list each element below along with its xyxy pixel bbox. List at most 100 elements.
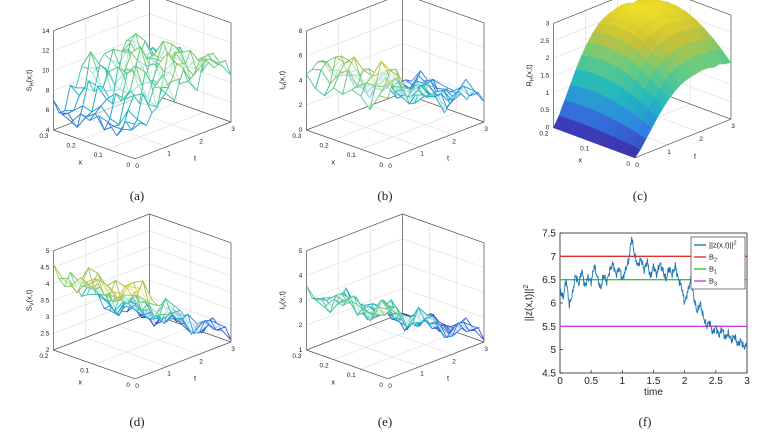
surface-patch [216, 326, 232, 341]
x-tick-label: 0.2 [320, 363, 329, 370]
axis-edge [553, 0, 613, 24]
x-tick-label: 0.3 [39, 133, 48, 140]
z-tick-label: 2.5 [540, 38, 549, 45]
t-tick-label: 2 [699, 136, 703, 143]
caption-d: (d) [129, 414, 145, 429]
surface-plot-d: 2 2.5 3 3.5 4 4.5 5 0 1 2 3 0.2 0.1 0 t x SV(x,t) [24, 213, 235, 390]
x-tick-label: 0 [126, 382, 130, 389]
x-tick-label: 0 [379, 382, 383, 389]
grid-line-z [306, 213, 485, 252]
z-tick-label: 5 [299, 248, 303, 255]
z-tick-label: 10 [42, 67, 50, 74]
z-tick-label: 8 [46, 87, 50, 94]
t-tick-label: 2 [452, 138, 456, 145]
t-tick-label: 2 [199, 138, 203, 145]
x-tick-label: 0.1 [580, 146, 589, 153]
axis-edge [53, 0, 135, 32]
t-tick-label: 0 [388, 383, 392, 390]
grid-line-z [306, 0, 485, 32]
t-tick-label: 1 [167, 151, 171, 158]
t-tick-label: 3 [231, 126, 235, 133]
z-tick-label: 3 [299, 297, 303, 304]
t-tick-label: 1 [420, 371, 424, 378]
grid-line-z [53, 230, 232, 268]
t-axis-label: t [447, 153, 450, 162]
z-tick-label: 2 [299, 102, 303, 109]
grid-line-z [306, 92, 485, 131]
x-tick-label: 0.2 [67, 143, 76, 150]
t-axis-label: t [194, 153, 197, 162]
surface-patch [715, 49, 732, 65]
caption-c: (c) [632, 188, 648, 203]
caption-a: (a) [129, 188, 145, 203]
x-axis-label: time [644, 387, 663, 398]
grid-line-z [53, 213, 232, 252]
z-tick-label: 6 [299, 53, 303, 60]
x-tick-label: 2 [682, 376, 688, 387]
z-axis-label: SH(x,t) [24, 69, 35, 91]
x-axis-label: x [331, 157, 335, 166]
x-axis-label: x [78, 377, 82, 386]
axis-edge [387, 341, 485, 380]
axis-edge [306, 0, 388, 32]
t-axis-label: t [447, 373, 450, 382]
z-tick-label: 1 [546, 90, 550, 97]
surface-patch [469, 327, 485, 341]
z-tick-label: 0 [299, 127, 303, 134]
panel-d: 2 2.5 3 3.5 4 4.5 5 0 1 2 3 0.2 0.1 0 t x SV(x,t) [15, 213, 255, 403]
grid-line-t [53, 250, 136, 380]
t-tick-label: 0 [388, 163, 392, 170]
t-tick-label: 3 [731, 123, 735, 130]
axis-edge [134, 121, 232, 160]
surface-patch [305, 285, 322, 301]
grid-line-t [370, 226, 453, 355]
axis-edge [149, 213, 232, 244]
x-tick-label: 0.2 [320, 143, 329, 150]
x-tick-label: 0.2 [39, 353, 48, 360]
legend-label: B2 [709, 253, 717, 264]
grid-line-z [53, 0, 232, 32]
x-tick-label: 0 [379, 162, 383, 169]
axis-edge [53, 213, 150, 252]
line-plot-f: 0 0.5 1 1.5 2 2.5 3 4.5 5 5.5 6 6.5 7 7.5 ||z(x,t)||2 B… [523, 229, 750, 399]
axis-edge [306, 349, 389, 380]
t-tick-label: 3 [484, 126, 488, 133]
grid-line-z [53, 312, 232, 351]
t-tick-label: 0 [135, 163, 139, 170]
x-tick-label: 1.5 [647, 376, 661, 387]
t-tick-label: 2 [452, 358, 456, 365]
x-tick-label: 0.5 [584, 376, 598, 387]
z-axis-label: IH(x,t) [277, 70, 288, 89]
axis-edge [53, 129, 136, 160]
grid-line-x [360, 233, 458, 370]
axis-edge [418, 0, 485, 24]
z-tick-label: 4 [299, 273, 303, 280]
x-tick-label: 0.1 [347, 372, 356, 379]
z-axis-label: SV(x,t) [24, 289, 35, 311]
z-tick-label: 2.5 [40, 330, 49, 337]
x-tick-label: 2.5 [709, 376, 723, 387]
t-tick-label: 3 [231, 346, 235, 353]
x-axis-label: x [78, 157, 82, 166]
grid-line-z [306, 238, 485, 276]
x-axis-label: x [578, 156, 582, 165]
z-tick-label: 3.5 [40, 297, 49, 304]
z-tick-label: 4 [299, 77, 303, 84]
t-tick-label: 0 [135, 383, 139, 390]
legend-label: ||z(x,t)||2 [709, 241, 737, 250]
y-tick-label: 7 [550, 252, 556, 263]
z-tick-label: 1.5 [540, 73, 549, 80]
z-tick-label: 8 [299, 28, 303, 35]
axis-edge [306, 312, 403, 351]
y-tick-label: 5.5 [542, 322, 556, 333]
x-axis-label: x [331, 377, 335, 386]
axis-edge [149, 92, 232, 123]
axis-edge [402, 213, 485, 244]
y-axis-label: ||z(x,t)||2 [523, 285, 535, 322]
z-axis-label: RH(x,t) [524, 64, 535, 87]
grid-line-z [306, 18, 485, 56]
surface-patch [214, 60, 232, 76]
z-tick-label: 4.5 [40, 264, 49, 271]
x-tick-label: 1 [620, 376, 626, 387]
